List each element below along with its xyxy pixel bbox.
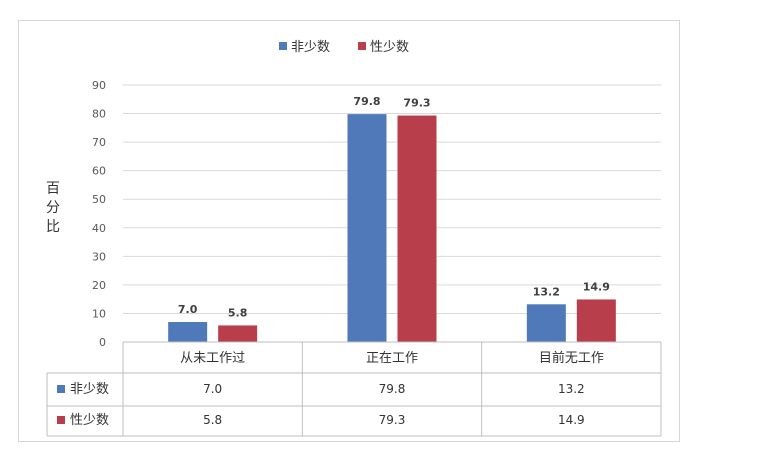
data-label: 14.9 (583, 280, 610, 293)
y-tick-label: 70 (92, 136, 106, 149)
y-tick-label: 30 (92, 250, 106, 263)
bar-series2-cat2 (397, 115, 437, 342)
table-cell: 79.8 (379, 382, 406, 396)
y-axis-label: 百分比 (46, 181, 60, 235)
data-label: 79.8 (353, 95, 380, 108)
legend-swatch-1 (279, 42, 287, 50)
y-tick-label: 80 (92, 108, 106, 121)
bar-series1-cat2 (347, 114, 387, 342)
y-tick-label: 50 (92, 193, 106, 206)
table-cell: 13.2 (558, 382, 585, 396)
data-label: 5.8 (228, 306, 248, 319)
legend-label-2: 性少数 (370, 40, 409, 55)
table-cell: 79.3 (379, 413, 406, 427)
category-label: 从未工作过 (180, 351, 245, 366)
y-tick-label: 0 (99, 336, 106, 349)
bar-series1-cat3 (526, 304, 566, 342)
data-label: 13.2 (533, 285, 560, 298)
y-tick-label: 10 (92, 307, 106, 320)
y-tick-label: 40 (92, 222, 106, 235)
data-label: 79.3 (403, 97, 430, 110)
table-row-key-2 (57, 416, 65, 424)
bar-series2-cat1 (218, 325, 258, 342)
y-tick-label: 20 (92, 279, 106, 292)
table-row-label: 性少数 (70, 413, 109, 428)
bar-series2-cat3 (576, 299, 616, 342)
table-cell: 5.8 (203, 413, 222, 427)
legend-label-1: 非少数 (291, 40, 330, 55)
y-tick-label: 60 (92, 165, 106, 178)
data-label: 7.0 (178, 303, 198, 316)
category-label: 目前无工作 (539, 350, 604, 366)
category-label: 正在工作 (366, 351, 418, 366)
y-tick-label: 90 (92, 79, 106, 92)
bar-series1-cat1 (168, 322, 208, 342)
table-row-key-1 (57, 385, 65, 393)
chart-frame: 0 10 20 30 40 50 60 70 80 90 百分比 非少数 性少数 7.0 5.8 79.8 79… (18, 20, 680, 442)
table-cell: 14.9 (558, 413, 585, 427)
legend-swatch-2 (358, 42, 366, 50)
table-cell: 7.0 (203, 382, 222, 396)
table-row-label: 非少数 (70, 382, 109, 397)
